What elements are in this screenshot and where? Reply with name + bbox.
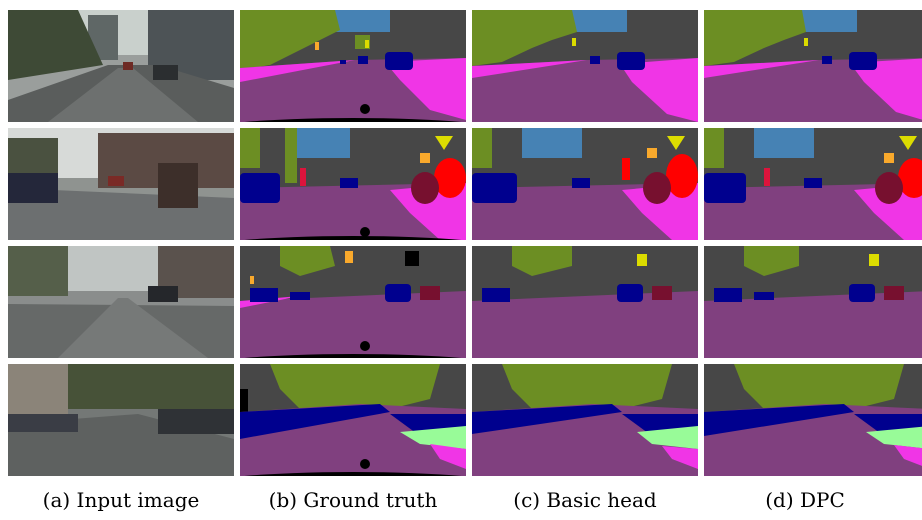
ground-truth-row-1 <box>240 10 466 122</box>
segmentation-map <box>472 128 698 240</box>
segmentation-map <box>704 246 922 358</box>
basic-head-row-1 <box>472 10 698 122</box>
segmentation-map <box>240 10 466 122</box>
segmentation-map <box>704 10 922 122</box>
input-image-row-2 <box>8 128 234 240</box>
ground-truth-row-4 <box>240 364 466 476</box>
dpc-row-1 <box>704 10 922 122</box>
segmentation-map <box>472 246 698 358</box>
segmentation-map <box>240 364 466 476</box>
segmentation-map <box>240 128 466 240</box>
caption-dpc: (d) DPC <box>765 488 845 512</box>
basic-head-row-3 <box>472 246 698 358</box>
photo-street-3 <box>8 246 234 358</box>
photo-street-1 <box>8 10 234 122</box>
caption-input-image: (a) Input image <box>42 488 200 512</box>
caption-ground-truth: (b) Ground truth <box>268 488 438 512</box>
basic-head-row-4 <box>472 364 698 476</box>
input-image-row-1 <box>8 10 234 122</box>
figure-grid <box>8 10 922 480</box>
segmentation-map <box>704 364 922 476</box>
caption-basic-head: (c) Basic head <box>513 488 657 512</box>
dpc-row-2 <box>704 128 922 240</box>
input-image-row-4 <box>8 364 234 476</box>
input-image-row-3 <box>8 246 234 358</box>
photo-street-2 <box>8 128 234 240</box>
ground-truth-row-3 <box>240 246 466 358</box>
segmentation-map <box>472 364 698 476</box>
ground-truth-row-2 <box>240 128 466 240</box>
segmentation-map <box>472 10 698 122</box>
photo-street-4 <box>8 364 234 476</box>
dpc-row-4 <box>704 364 922 476</box>
segmentation-map <box>704 128 922 240</box>
segmentation-map <box>240 246 466 358</box>
basic-head-row-2 <box>472 128 698 240</box>
dpc-row-3 <box>704 246 922 358</box>
